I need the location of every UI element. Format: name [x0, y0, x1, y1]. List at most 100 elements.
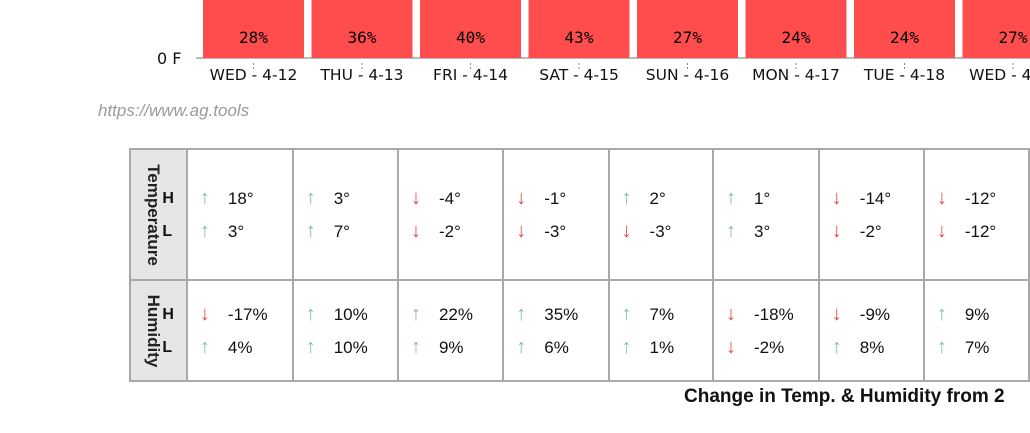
arrow-up-icon: ↑ [410, 335, 421, 358]
humidity-high-number: 10% [333, 304, 368, 324]
bar-value-label-6: 24% [890, 28, 919, 47]
humidity-cell: ↑ 35% ↑ 6% [502, 279, 610, 382]
humidity-high-number: -18% [754, 304, 794, 324]
humidity-low-value: ↑ 4% [200, 331, 292, 364]
humidity-high-value: ↓ -9% [832, 298, 923, 331]
temp-high-value: ↓ -4° [411, 182, 502, 215]
humidity-low-value: ↑ 1% [622, 331, 712, 364]
arrow-down-icon: ↓ [831, 219, 842, 242]
temperature-row: Temperature H L ↑ 18° ↑ 3° ↑ 3° ↑ 7° ↓ -4° ↓ -2° ↓ -1… [129, 148, 1030, 281]
arrow-up-icon: ↑ [621, 302, 632, 325]
arrow-up-icon: ↑ [831, 335, 842, 358]
x-tick-label-4: SUN - 4-16 [646, 66, 729, 84]
humidity-low-value: ↑ 6% [516, 331, 607, 364]
temp-low-number: 3° [227, 221, 245, 241]
temp-low-value: ↓ -12° [937, 215, 1028, 248]
temp-low-value: ↑ 3° [726, 215, 818, 248]
temp-low-number: -2° [438, 221, 461, 241]
arrow-up-icon: ↑ [305, 186, 316, 209]
humidity-high-number: 35% [544, 304, 579, 324]
arrow-up-icon: ↑ [199, 186, 210, 209]
humidity-high-number: 9% [964, 304, 990, 324]
temp-low-number: 3° [754, 221, 771, 241]
x-tick-label-6: TUE - 4-18 [863, 66, 945, 84]
temp-high-number: -1° [544, 188, 567, 208]
humidity-high-value: ↑ 35% [516, 298, 607, 331]
arrow-down-icon: ↓ [831, 302, 842, 325]
humidity-low-number: 8% [859, 337, 885, 357]
change-table: Temperature H L ↑ 18° ↑ 3° ↑ 3° ↑ 7° ↓ -4° ↓ -2° ↓ -1… [129, 148, 1030, 382]
bar-value-label-1: 36% [348, 28, 377, 47]
bar-value-label-5: 24% [782, 28, 811, 47]
temp-high-value: ↓ -12° [937, 182, 1028, 215]
humidity-low-value: ↑ 7% [937, 331, 1028, 364]
arrow-down-icon: ↓ [516, 219, 527, 242]
bar-1 [311, 0, 413, 58]
temp-high-number: -4° [438, 188, 461, 208]
humidity-low-number: 6% [544, 337, 569, 357]
humidity-cell: ↑ 7% ↑ 1% [607, 279, 715, 382]
arrow-down-icon: ↓ [199, 302, 210, 325]
arrow-up-icon: ↑ [410, 302, 421, 325]
humidity-low-value: ↑ 10% [306, 331, 397, 364]
bar-4 [637, 0, 738, 58]
x-tick-label-7: WED - 4-19 [969, 66, 1030, 84]
bar-5 [745, 0, 847, 58]
temp-high-number: 3° [333, 188, 350, 208]
temp-low-value: ↓ -2° [411, 215, 502, 248]
bar-2 [420, 0, 521, 58]
arrow-up-icon: ↑ [936, 302, 947, 325]
arrow-up-icon: ↑ [305, 219, 316, 242]
arrow-up-icon: ↑ [621, 335, 632, 358]
temperature-row-header: Temperature H L [129, 148, 188, 281]
temp-high-value: ↑ 3° [306, 182, 397, 215]
humidity-row-header: Humidity H L [129, 279, 188, 382]
temperature-cell: ↓ -12° ↓ -12° [922, 148, 1030, 281]
bar-value-label-4: 27% [673, 28, 702, 47]
humidity-cell: ↓ -18% ↓ -2% [712, 279, 820, 382]
temp-high-value: ↑ 1° [726, 182, 818, 215]
temperature-cell: ↓ -14° ↓ -2° [817, 148, 925, 281]
low-label: L [162, 338, 173, 356]
temp-high-value: ↓ -14° [832, 182, 923, 215]
temp-high-number: 18° [227, 188, 254, 208]
temperature-cell: ↓ -1° ↓ -3° [502, 148, 610, 281]
bar-value-label-0: 28% [239, 28, 268, 47]
humidity-high-value: ↑ 9% [937, 298, 1028, 331]
arrow-up-icon: ↑ [199, 335, 210, 358]
humidity-high-value: ↑ 10% [306, 298, 397, 331]
humidity-low-number: 9% [438, 337, 464, 357]
high-label: H [162, 305, 174, 323]
temp-high-value: ↑ 2° [622, 182, 712, 215]
humidity-high-number: 7% [649, 304, 675, 324]
temp-low-number: -3° [649, 221, 672, 241]
temp-high-number: 1° [754, 188, 771, 208]
humidity-label: Humidity [144, 294, 163, 367]
humidity-cell: ↑ 10% ↑ 10% [291, 279, 399, 382]
arrow-up-icon: ↑ [199, 219, 210, 242]
humidity-high-value: ↓ -18% [726, 298, 818, 331]
humidity-high-value: ↑ 7% [622, 298, 712, 331]
humidity-low-number: 4% [227, 337, 253, 357]
temp-low-number: -12° [964, 221, 997, 241]
humidity-low-number: -2% [754, 337, 785, 357]
humidity-low-number: 1% [649, 337, 675, 357]
bar-3 [528, 0, 630, 58]
humidity-row: Humidity H L ↓ -17% ↑ 4% ↑ 10% ↑ 10% ↑ 22% ↑ 9% ↑ 35%… [129, 279, 1030, 382]
source-link[interactable]: https://www.ag.tools [98, 101, 250, 120]
humidity-high-value: ↑ 22% [411, 298, 502, 331]
x-tick-label-5: MON - 4-17 [752, 66, 840, 84]
arrow-down-icon: ↓ [936, 219, 947, 242]
humidity-cell: ↓ -9% ↑ 8% [817, 279, 925, 382]
arrow-down-icon: ↓ [410, 186, 421, 209]
temperature-cell: ↑ 3° ↑ 7° [291, 148, 399, 281]
humidity-low-number: 7% [964, 337, 990, 357]
arrow-up-icon: ↑ [516, 302, 527, 325]
arrow-down-icon: ↓ [831, 186, 842, 209]
arrow-down-icon: ↓ [516, 186, 527, 209]
temperature-cell: ↑ 1° ↑ 3° [712, 148, 820, 281]
humidity-low-value: ↑ 9% [411, 331, 502, 364]
temp-high-number: 2° [649, 188, 666, 208]
arrow-up-icon: ↑ [305, 335, 316, 358]
humidity-low-value: ↑ 8% [832, 331, 923, 364]
